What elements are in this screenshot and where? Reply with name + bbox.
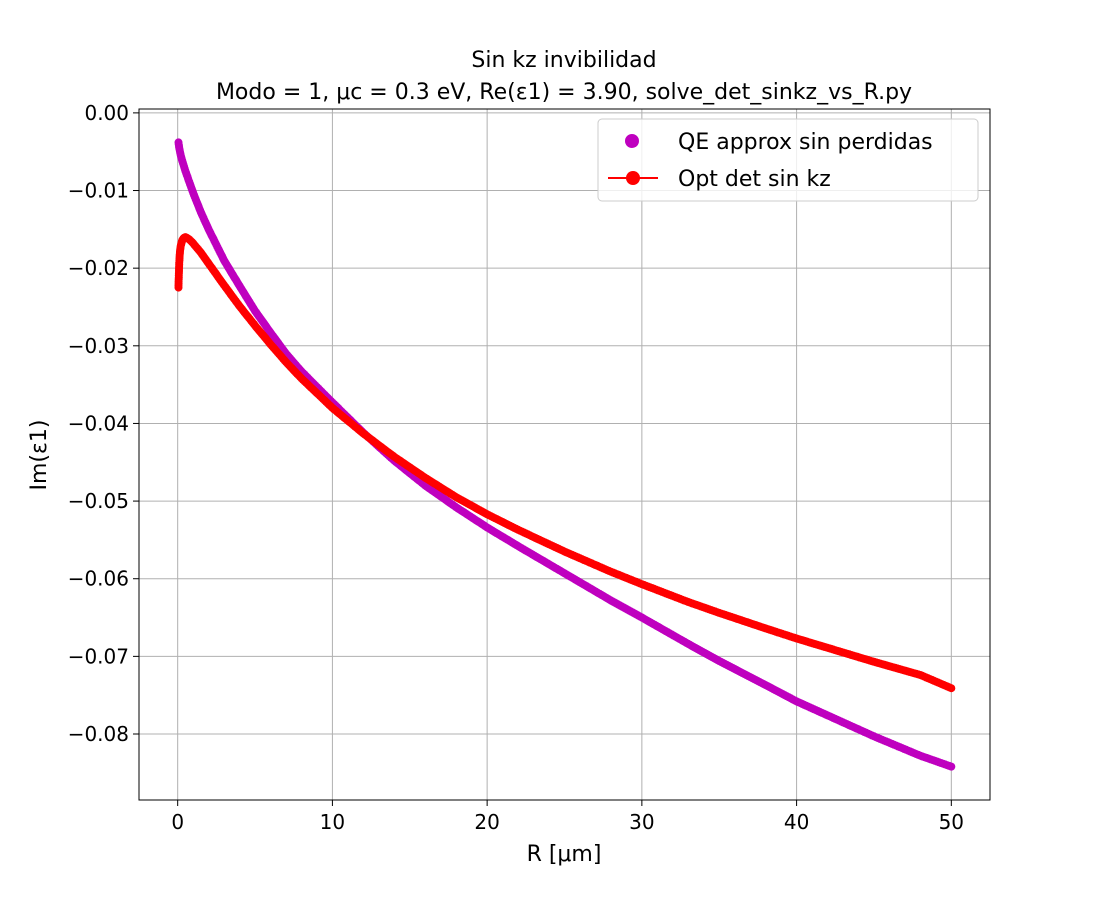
series-1 <box>174 233 956 693</box>
y-tick-label: 0.00 <box>84 101 129 125</box>
axis-ticks: 0 10 20 30 40 50 0.00 −0.01 −0.02 −0.03 −0.04 −0.05… <box>68 101 964 834</box>
y-tick-label: −0.06 <box>68 567 129 591</box>
series-0 <box>174 138 956 771</box>
x-axis-label: R [μm] <box>527 842 602 867</box>
y-axis-label: Im(ε1) <box>27 420 52 491</box>
opt-det-point <box>947 684 956 693</box>
legend-marker-qe <box>625 134 639 148</box>
legend-box <box>597 118 979 202</box>
grid-lines <box>139 109 990 800</box>
plot-frame <box>138 108 991 801</box>
y-tick-label: −0.02 <box>68 256 129 280</box>
x-tick-label: 0 <box>171 810 184 834</box>
legend-label-opt: Opt det sin kz <box>678 167 831 192</box>
legend-label-qe: QE approx sin perdidas <box>678 130 933 155</box>
opt-det-line <box>177 235 952 690</box>
chart-subtitle: Modo = 1, μc = 0.3 eV, Re(ε1) = 3.90, so… <box>216 80 912 105</box>
y-tick-label: −0.04 <box>68 411 129 435</box>
y-tick-label: −0.01 <box>68 179 129 203</box>
x-tick-label: 40 <box>784 810 809 834</box>
y-tick-label: −0.07 <box>68 644 129 668</box>
legend-marker-opt <box>626 171 640 185</box>
y-tick-label: −0.03 <box>68 334 129 358</box>
x-tick-label: 20 <box>474 810 499 834</box>
series-layer <box>174 138 956 771</box>
y-tick-label: −0.05 <box>68 489 129 513</box>
x-tick-label: 50 <box>939 810 964 834</box>
chart-title: Sin kz invibilidad <box>471 48 656 73</box>
x-tick-label: 30 <box>629 810 654 834</box>
qe-approx-point <box>947 762 956 771</box>
y-tick-label: −0.08 <box>68 722 129 746</box>
x-tick-label: 10 <box>320 810 345 834</box>
legend: QE approx sin perdidas Opt det sin kz <box>597 118 979 202</box>
